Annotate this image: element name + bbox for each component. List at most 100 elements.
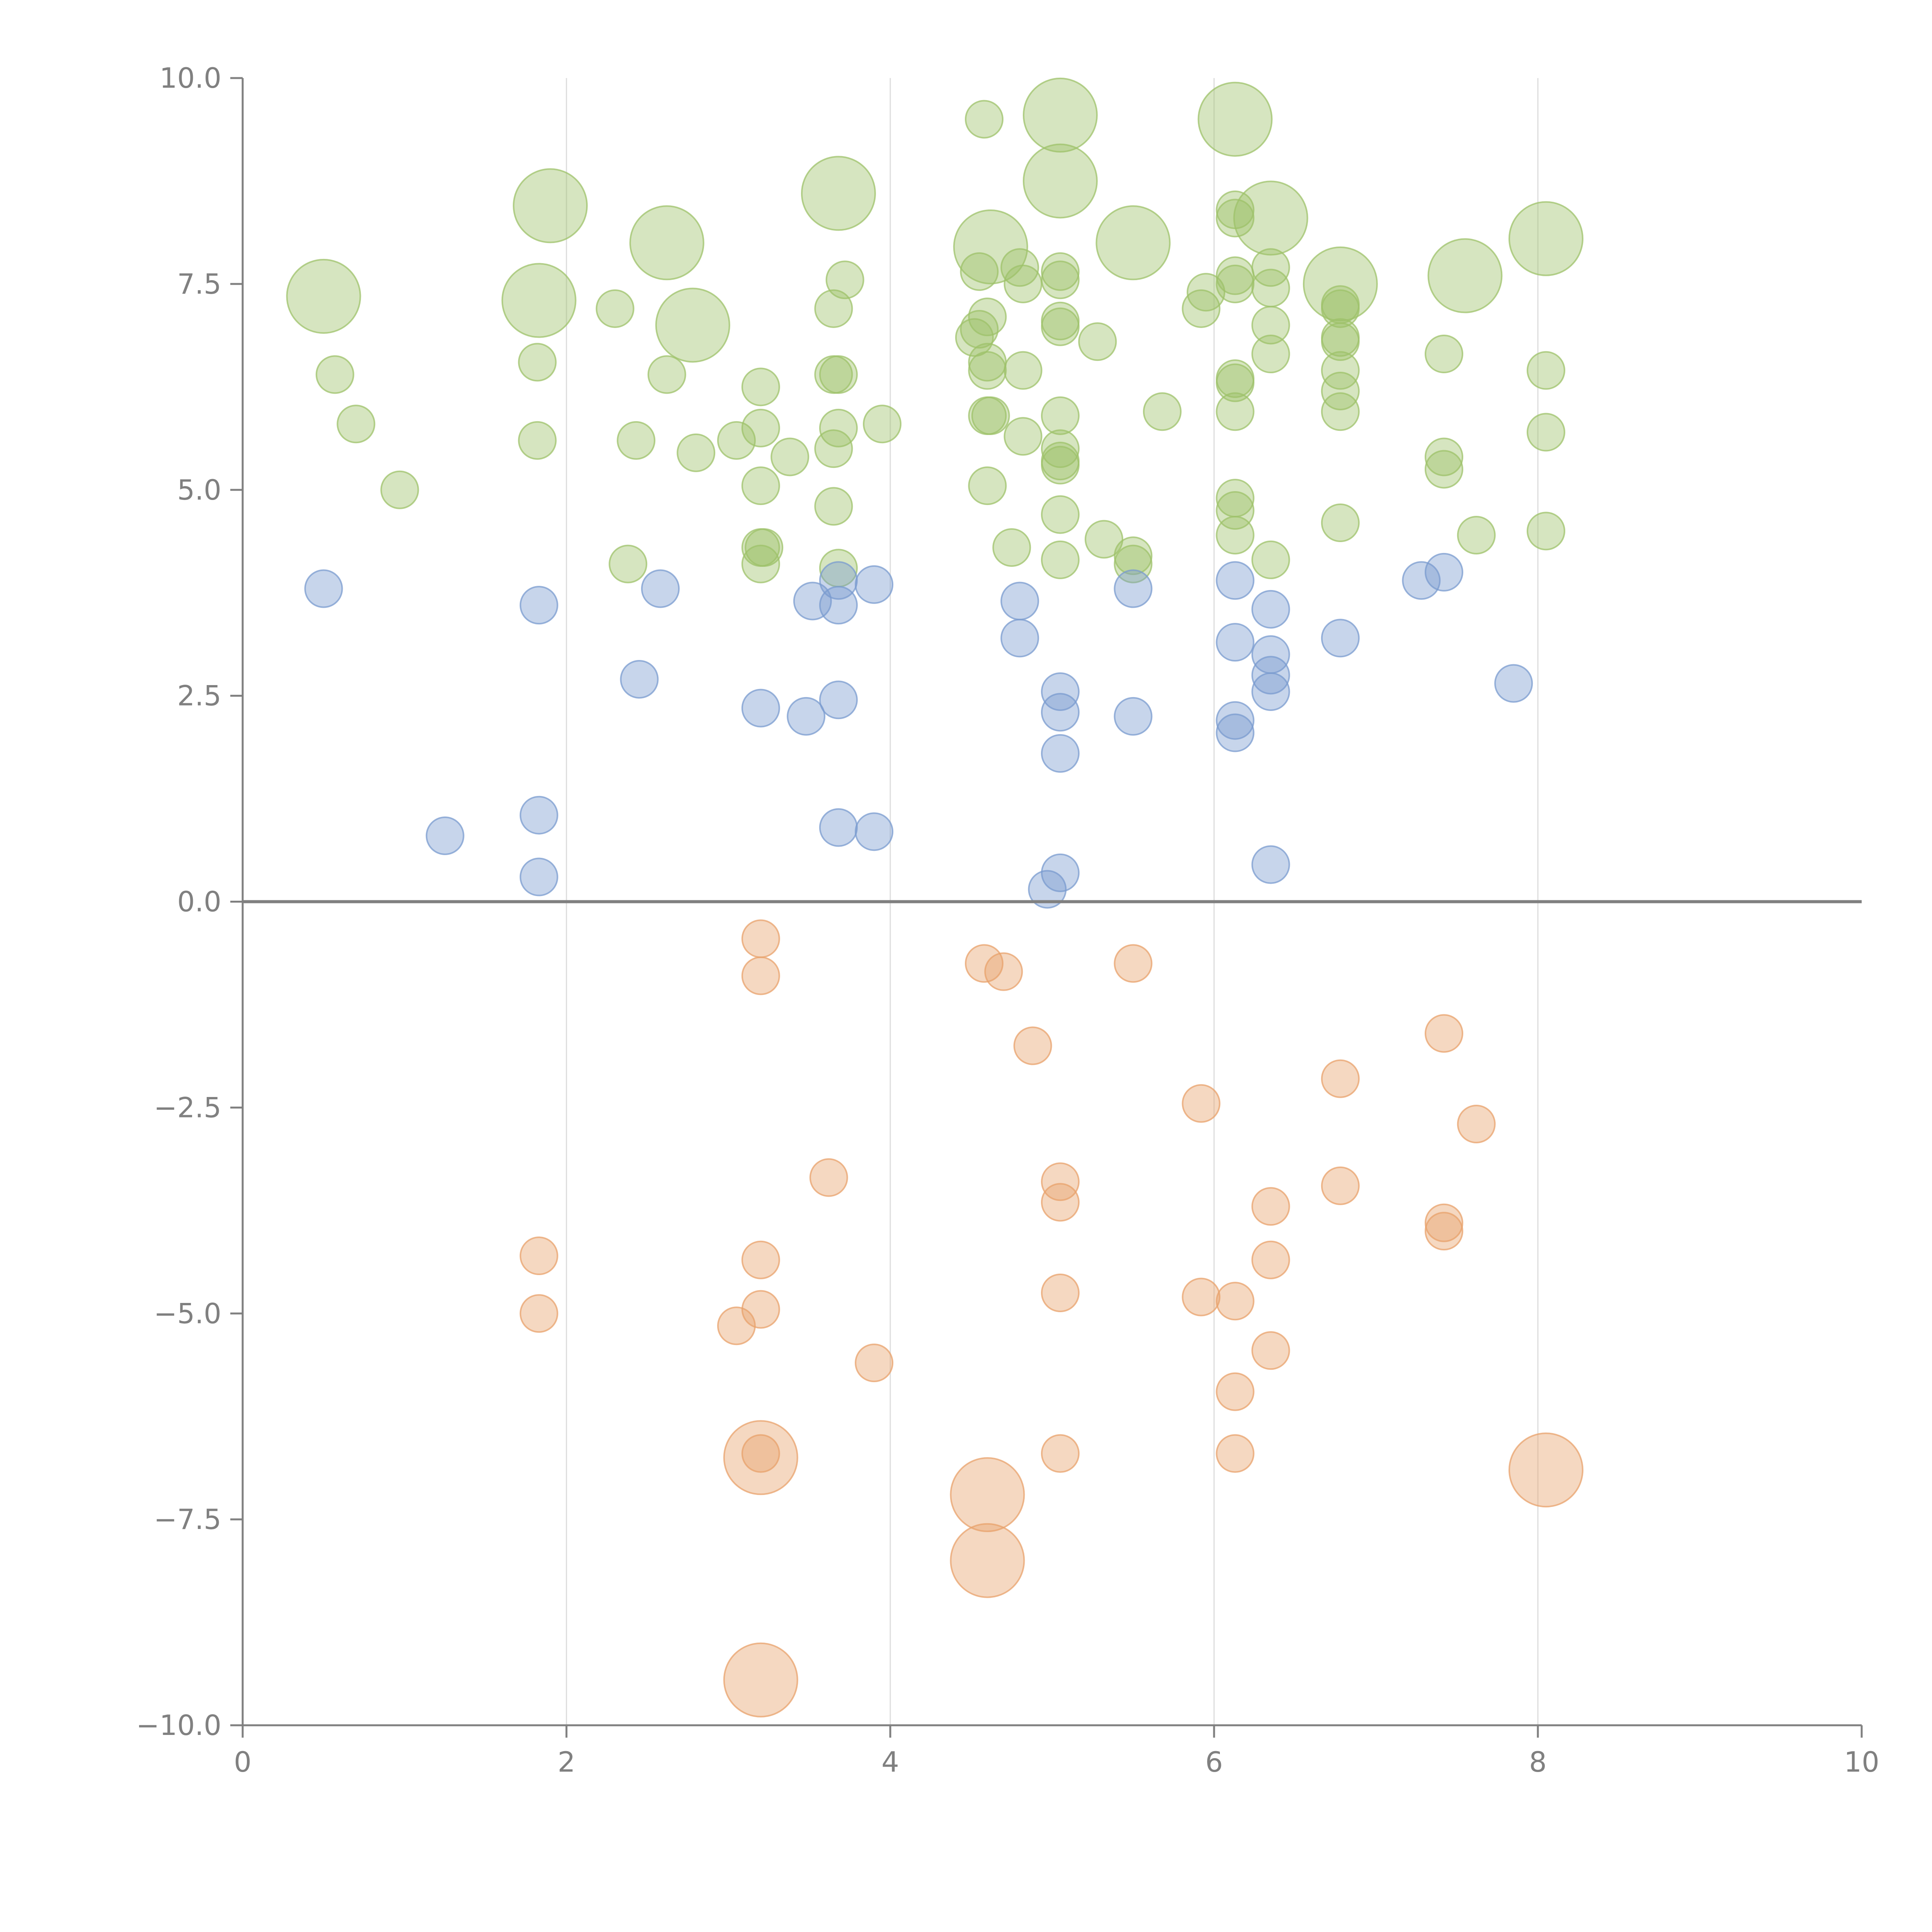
data-point-orange [741, 956, 780, 995]
data-point-green [1526, 512, 1565, 551]
data-point-blue [819, 586, 858, 625]
data-point-green [315, 355, 354, 394]
data-point-orange [1041, 1183, 1080, 1222]
data-point-green [1041, 252, 1080, 291]
data-point-blue [1041, 853, 1080, 892]
data-point-orange [741, 1240, 780, 1279]
data-point-orange [1251, 1240, 1290, 1279]
data-point-blue [1402, 561, 1441, 600]
data-point-orange [855, 1344, 894, 1383]
y-tick-label: −2.5 [154, 1091, 221, 1124]
data-point-orange [1182, 1084, 1221, 1123]
data-point-green [1187, 273, 1226, 312]
data-point-green [1457, 515, 1496, 554]
data-point-blue [519, 586, 558, 625]
data-point-green [1424, 335, 1463, 374]
data-point-blue [1216, 701, 1255, 740]
data-point-green [609, 544, 648, 583]
data-point-green [1078, 322, 1117, 361]
data-point-green [1251, 335, 1290, 374]
data-point-green [1216, 363, 1255, 402]
data-point-orange [950, 1457, 1025, 1532]
data-point-blue [641, 569, 680, 608]
data-point-blue [1041, 734, 1080, 773]
data-point-green [1216, 264, 1255, 303]
data-point-blue [519, 796, 558, 835]
data-point-green [617, 421, 656, 460]
data-point-green [1424, 450, 1463, 489]
data-point-green [745, 528, 784, 567]
x-tick-label: 8 [1529, 1746, 1547, 1778]
data-point-blue [855, 812, 894, 851]
data-point-green [1216, 199, 1255, 238]
data-point-green [380, 470, 419, 509]
data-point-green [953, 209, 1028, 284]
data-point-green [968, 466, 1007, 505]
x-tick-label: 4 [881, 1746, 899, 1778]
x-tick-label: 0 [234, 1746, 252, 1778]
series-orange [519, 919, 1583, 1718]
data-point-green [968, 298, 1007, 337]
data-point-blue [1251, 656, 1290, 695]
data-point-green [1321, 322, 1360, 361]
data-point-green [1427, 238, 1503, 313]
data-point-orange [1424, 1014, 1463, 1053]
data-point-green [1321, 371, 1360, 410]
data-point-blue [787, 697, 826, 736]
data-point-orange [1216, 1372, 1255, 1411]
data-point-orange [741, 1434, 780, 1473]
data-point-green [1022, 77, 1098, 153]
data-point-green [814, 487, 853, 526]
data-point-blue [1424, 553, 1463, 592]
data-point-green [814, 429, 853, 468]
data-point-green [819, 355, 858, 394]
data-point-blue [1321, 619, 1360, 658]
data-point-green [1321, 503, 1360, 543]
data-point-green [1251, 540, 1290, 579]
data-point-green [595, 289, 634, 328]
data-point-green [1041, 307, 1080, 346]
data-point-green [1041, 396, 1080, 435]
data-point-blue [741, 689, 780, 728]
data-point-green [1003, 351, 1043, 390]
data-point-green [965, 100, 1004, 139]
data-point-blue [1216, 561, 1255, 600]
data-point-orange [741, 919, 780, 958]
data-point-green [518, 343, 557, 382]
data-point-blue [1251, 845, 1290, 884]
data-point-orange [1216, 1282, 1255, 1321]
y-tick-label: 0.0 [177, 886, 221, 918]
y-tick-label: −7.5 [154, 1503, 221, 1536]
data-point-green [1041, 495, 1080, 534]
data-point-green [1508, 201, 1583, 276]
data-point-green [1041, 301, 1080, 340]
data-point-green [1003, 264, 1043, 303]
data-point-green [814, 289, 853, 328]
data-point-green [1003, 417, 1043, 456]
data-point-green [1216, 515, 1255, 554]
data-point-blue [425, 816, 464, 855]
data-point-orange [741, 1290, 780, 1329]
data-point-green [655, 287, 730, 363]
data-point-green [971, 396, 1010, 435]
data-point-green [1321, 351, 1360, 390]
data-point-orange [1321, 1059, 1360, 1098]
data-point-green [1022, 143, 1098, 219]
data-point-blue [1494, 664, 1533, 703]
data-point-green [518, 421, 557, 460]
data-point-green [513, 168, 588, 243]
data-point-orange [519, 1236, 558, 1276]
data-point-green [677, 433, 716, 472]
data-point-green [337, 405, 376, 444]
data-point-blue [1216, 713, 1255, 752]
data-point-green [647, 355, 686, 394]
data-point-green [1526, 413, 1565, 452]
data-point-orange [965, 944, 1004, 983]
data-point-blue [855, 565, 894, 604]
data-point-green [770, 437, 810, 476]
data-point-orange [519, 1294, 558, 1333]
data-point-green [1041, 429, 1080, 468]
data-point-green [968, 351, 1007, 390]
y-tick-label: −10.0 [136, 1709, 221, 1742]
data-point-green [1251, 269, 1290, 308]
